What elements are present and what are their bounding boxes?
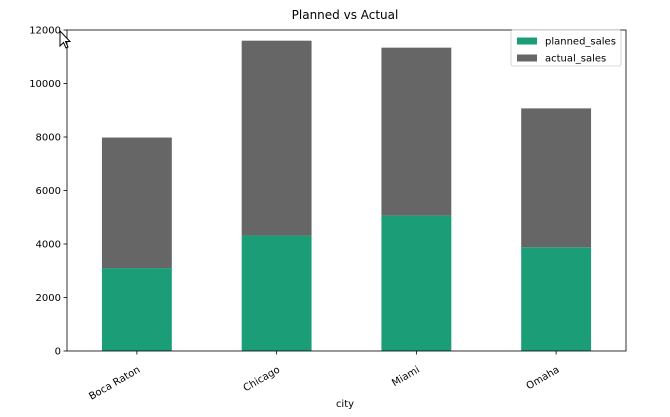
x-tick-label: Chicago	[242, 365, 282, 395]
y-tick-label: 4000	[36, 240, 61, 251]
y-tick-label: 10000	[29, 79, 61, 90]
legend-swatch-actual_sales	[517, 54, 537, 62]
legend: planned_sales actual_sales	[510, 29, 622, 67]
legend-label-actual_sales: actual_sales	[545, 54, 606, 65]
x-tick-label: Boca Raton	[87, 365, 142, 403]
bar-planned_sales-3	[521, 247, 592, 351]
plot-area: Boca Raton Chicago Miami Omaha 0 2000 4000 6000…	[29, 26, 627, 403]
bar-planned_sales-0	[101, 268, 172, 351]
chart-title: Planned vs Actual	[292, 8, 399, 22]
mouse-cursor-icon	[59, 29, 72, 49]
y-tick-label: 2000	[36, 293, 61, 304]
x-tick-label: Omaha	[525, 365, 562, 393]
x-axis-label: city	[336, 399, 354, 410]
legend-swatch-planned_sales	[517, 37, 537, 45]
axes-frame	[66, 29, 627, 352]
bar-actual_sales-1	[241, 40, 312, 236]
bar-actual_sales-0	[101, 137, 172, 269]
bar-planned_sales-2	[381, 215, 452, 351]
bar-planned_sales-1	[241, 235, 312, 351]
y-tick-label: 6000	[36, 186, 61, 197]
legend-label-planned_sales: planned_sales	[545, 37, 616, 48]
y-tick-label: 12000	[29, 26, 61, 37]
legend-box	[510, 29, 622, 67]
x-tick-label: Miami	[390, 365, 422, 390]
bar-actual_sales-2	[381, 47, 452, 216]
y-tick-label: 0	[55, 347, 61, 358]
y-tick-label: 8000	[36, 133, 61, 144]
bar-actual_sales-3	[521, 108, 592, 248]
